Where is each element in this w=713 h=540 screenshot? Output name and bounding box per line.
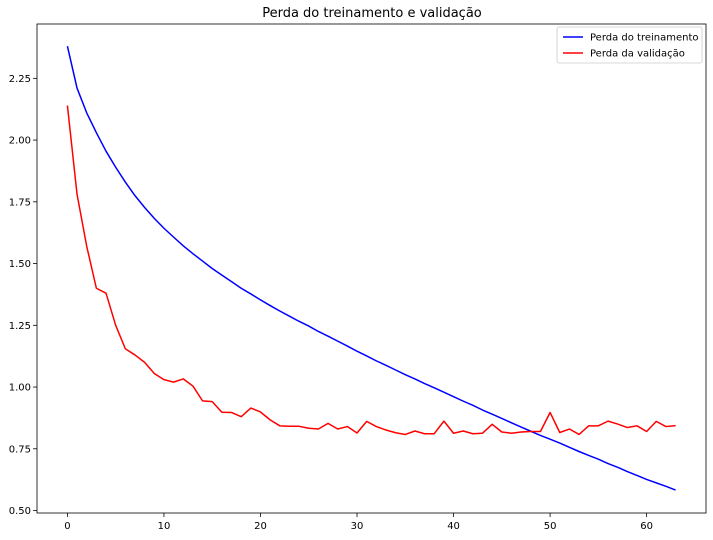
y-axis: 0.50 0.75 1.00 1.25 1.50 1.75 2.00 2.25 bbox=[9, 74, 37, 517]
validation-loss-line bbox=[66, 105, 676, 436]
legend-label: Perda da validação bbox=[590, 49, 685, 60]
x-tick-label: 60 bbox=[640, 521, 653, 532]
plot-area bbox=[36, 23, 707, 514]
x-tick-label: 50 bbox=[544, 521, 557, 532]
x-tick-label: 20 bbox=[254, 521, 267, 532]
y-tick-label: 0.75 bbox=[9, 444, 31, 455]
y-tick-label: 0.50 bbox=[9, 506, 31, 517]
series-layer bbox=[66, 46, 676, 491]
chart-title: Perda do treinamento e validação bbox=[262, 6, 482, 21]
plot-frame bbox=[36, 23, 707, 514]
y-tick-label: 2.00 bbox=[9, 136, 31, 147]
legend: Perda do treinamento Perda da validação bbox=[556, 26, 703, 64]
x-axis: 0 10 20 30 40 50 60 bbox=[64, 513, 653, 532]
legend-label: Perda do treinamento bbox=[590, 33, 699, 44]
y-tick-label: 1.50 bbox=[9, 259, 31, 270]
y-tick-label: 1.00 bbox=[9, 383, 31, 394]
x-tick-label: 30 bbox=[351, 521, 364, 532]
legend-box bbox=[556, 26, 703, 64]
y-tick-label: 2.25 bbox=[9, 74, 31, 85]
y-tick-label: 1.25 bbox=[9, 321, 31, 332]
x-tick-label: 40 bbox=[447, 521, 460, 532]
x-tick-label: 0 bbox=[64, 521, 70, 532]
y-tick-label: 1.75 bbox=[9, 197, 31, 208]
x-tick-label: 10 bbox=[158, 521, 171, 532]
training-loss-line bbox=[66, 46, 676, 491]
